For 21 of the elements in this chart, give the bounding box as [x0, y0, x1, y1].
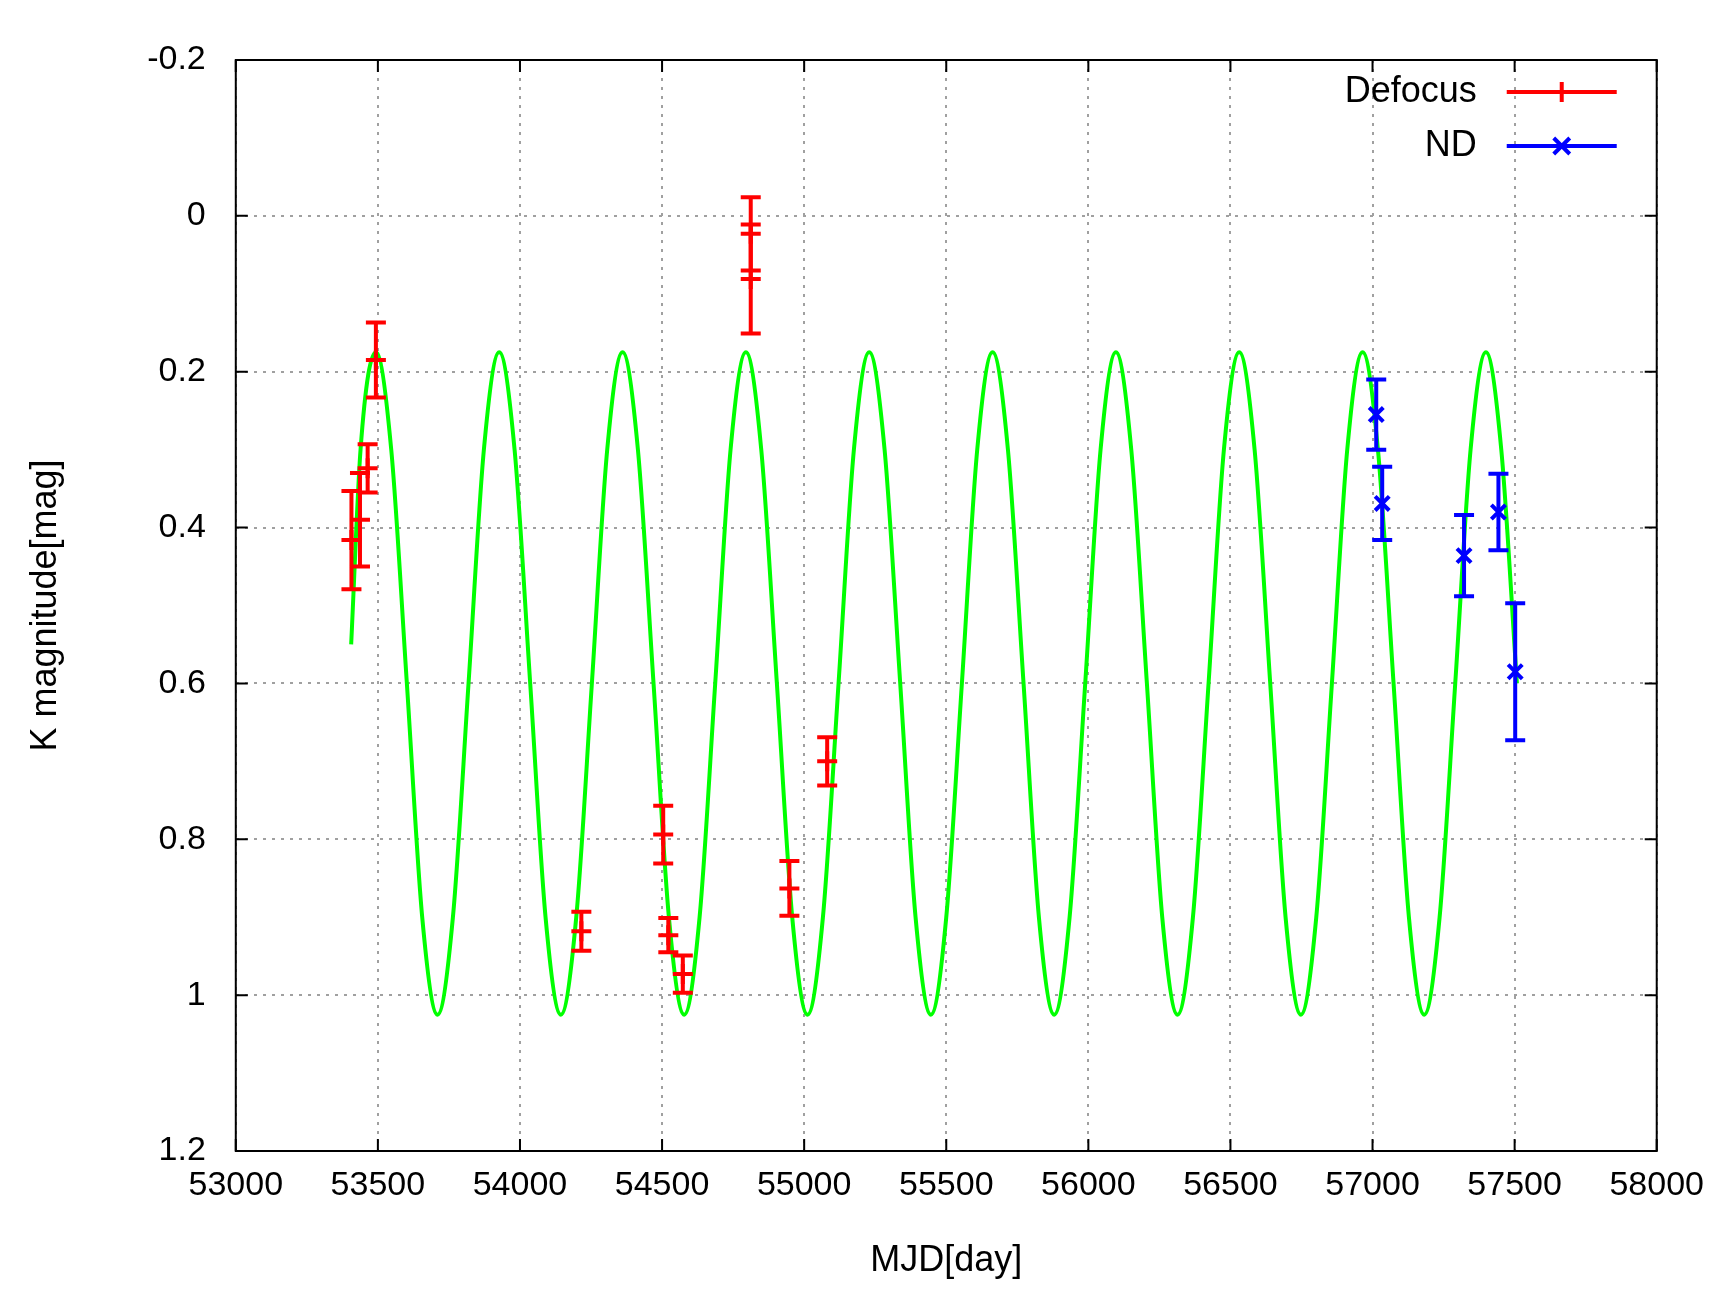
x-tick-label: 54000	[472, 1163, 568, 1202]
x-axis-title: MJD[day]	[870, 1238, 1023, 1280]
x-tick-label: 57500	[1467, 1163, 1562, 1202]
x-tick-label: 58000	[1609, 1163, 1704, 1202]
x-tick-label: 56500	[1183, 1163, 1278, 1202]
legend-label: Defocus	[1344, 68, 1477, 110]
x-tick-label: 55000	[756, 1163, 852, 1202]
y-tick-label: 0.8	[158, 817, 206, 856]
y-tick-label: 0	[186, 194, 206, 233]
legend-label: ND	[1424, 122, 1477, 164]
x-tick-label: 54500	[614, 1163, 710, 1202]
y-tick-label: 0.2	[158, 350, 206, 389]
y-tick-label: -0.2	[147, 38, 206, 77]
y-tick-label: 0.6	[158, 661, 206, 700]
y-tick-label: 0.4	[158, 505, 206, 544]
x-tick-label: 56000	[1041, 1163, 1136, 1202]
y-tick-label: 1	[186, 973, 206, 1012]
x-tick-label: 53500	[330, 1163, 426, 1202]
x-tick-label: 57000	[1325, 1163, 1420, 1202]
x-tick-label: 55500	[898, 1163, 994, 1202]
y-axis-title: K magnitude[mag]	[22, 459, 64, 752]
